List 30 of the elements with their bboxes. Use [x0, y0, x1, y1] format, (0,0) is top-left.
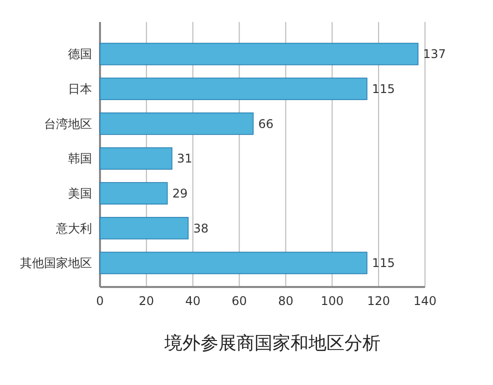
bar [100, 252, 368, 274]
bar [100, 42, 418, 66]
x-tick-label: 100 [320, 294, 344, 308]
x-tick-label: 60 [232, 294, 247, 308]
data-label: 115 [372, 82, 395, 96]
bar [100, 216, 189, 240]
data-label: 29 [172, 186, 188, 201]
bar [100, 112, 254, 135]
data-label: 115 [372, 256, 395, 270]
y-tick-label: 德国 [68, 47, 92, 62]
y-tick-label: 其他国家地区 [20, 256, 92, 270]
x-tick-label: 120 [367, 294, 390, 308]
y-tick-label: 意大利 [55, 221, 92, 236]
x-tick-label: 0 [96, 294, 104, 308]
y-tick-label: 台湾地区 [44, 116, 92, 131]
y-tick-label: 美国 [68, 186, 92, 201]
y-tick-label: 日本 [68, 82, 92, 96]
x-tick-label: 140 [414, 294, 436, 308]
text: 境外参展商国家和地区分析 [164, 333, 380, 354]
data-label: 137 [423, 47, 446, 62]
x-tick-label: 20 [138, 294, 154, 308]
bar [100, 182, 168, 205]
data-label: 38 [193, 221, 208, 236]
y-tick-label: 韩国 [68, 152, 92, 166]
data-label: 31 [176, 152, 192, 166]
bar [100, 78, 368, 100]
x-tick-label: 80 [278, 294, 294, 308]
bar [100, 147, 172, 170]
data-label: 66 [258, 116, 274, 131]
x-tick-label: 40 [185, 294, 200, 308]
